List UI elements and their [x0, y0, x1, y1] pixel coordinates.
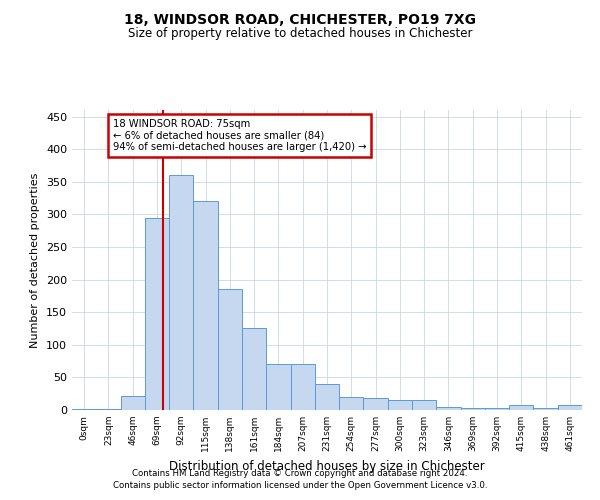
Bar: [242, 328, 266, 410]
Text: 18 WINDSOR ROAD: 75sqm
← 6% of detached houses are smaller (84)
94% of semi-deta: 18 WINDSOR ROAD: 75sqm ← 6% of detached …: [113, 119, 366, 152]
Bar: [266, 364, 290, 410]
Bar: [388, 400, 412, 410]
Bar: [193, 202, 218, 410]
Bar: [145, 218, 169, 410]
Bar: [96, 408, 121, 410]
Text: Contains public sector information licensed under the Open Government Licence v3: Contains public sector information licen…: [113, 481, 487, 490]
Bar: [558, 405, 582, 410]
Bar: [436, 406, 461, 410]
Y-axis label: Number of detached properties: Number of detached properties: [31, 172, 40, 348]
Text: Size of property relative to detached houses in Chichester: Size of property relative to detached ho…: [128, 28, 472, 40]
Bar: [169, 175, 193, 410]
Bar: [315, 384, 339, 410]
Bar: [72, 408, 96, 410]
Bar: [339, 397, 364, 410]
Bar: [412, 400, 436, 410]
Text: Contains HM Land Registry data © Crown copyright and database right 2024.: Contains HM Land Registry data © Crown c…: [132, 468, 468, 477]
X-axis label: Distribution of detached houses by size in Chichester: Distribution of detached houses by size …: [169, 460, 485, 472]
Bar: [121, 396, 145, 410]
Bar: [290, 364, 315, 410]
Bar: [533, 408, 558, 410]
Bar: [461, 408, 485, 410]
Bar: [364, 398, 388, 410]
Bar: [218, 290, 242, 410]
Bar: [485, 408, 509, 410]
Bar: [509, 405, 533, 410]
Text: 18, WINDSOR ROAD, CHICHESTER, PO19 7XG: 18, WINDSOR ROAD, CHICHESTER, PO19 7XG: [124, 12, 476, 26]
